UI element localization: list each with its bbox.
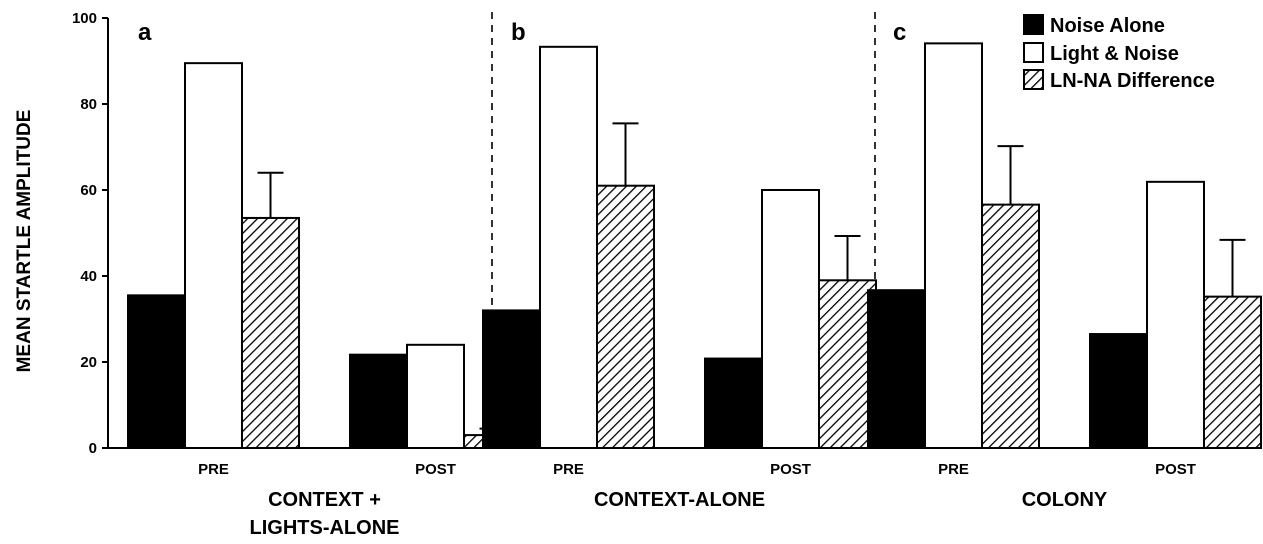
y-axis-label: MEAN STARTLE AMPLITUDE [14, 110, 35, 373]
y-tick-label: 0 [89, 440, 97, 457]
bar-noise-alone [1089, 333, 1148, 449]
bar-ln-na-difference [241, 216, 300, 449]
panel-letter: a [138, 19, 152, 46]
bar-noise-alone [482, 309, 541, 449]
legend-label: LN-NA Difference [1050, 70, 1215, 92]
y-tick-label: 60 [80, 182, 97, 199]
bar-light-noise [539, 45, 598, 450]
legend-swatch [1023, 14, 1044, 35]
category-label: PRE [938, 461, 969, 478]
bar-noise-alone [704, 357, 763, 449]
bar-light-noise [406, 343, 465, 449]
bar-ln-na-difference [596, 184, 655, 449]
group-label: CONTEXT + [268, 489, 381, 511]
category-label: POST [415, 461, 456, 478]
category-label: PRE [553, 461, 584, 478]
bar-light-noise [184, 62, 243, 450]
bar-light-noise [761, 189, 820, 449]
bar-ln-na-difference [981, 203, 1040, 449]
plot-area: 0 20 40 60 80 100 MEAN STARTLE AMPLITUDE a PRE PO… [14, 10, 1262, 539]
bar-ln-na-difference [818, 279, 877, 449]
bar-noise-alone [127, 294, 186, 449]
y-tick-label: 100 [72, 10, 97, 27]
bar-light-noise [924, 42, 983, 450]
panel-letter: b [511, 19, 526, 46]
legend-swatch [1023, 42, 1044, 63]
bar-ln-na-difference [1203, 295, 1262, 450]
group-label: CONTEXT-ALONE [594, 489, 765, 511]
legend-label: Light & Noise [1050, 43, 1179, 65]
bar-noise-alone [349, 353, 408, 449]
group-label: LIGHTS-ALONE [250, 517, 400, 539]
category-label: POST [1155, 461, 1196, 478]
bar-light-noise [1146, 180, 1205, 450]
category-label: PRE [198, 461, 229, 478]
legend-swatch [1023, 69, 1044, 90]
legend-label: Noise Alone [1050, 15, 1165, 37]
bar-noise-alone [867, 289, 926, 449]
y-tick-label: 40 [80, 268, 97, 285]
y-tick-label: 80 [80, 96, 97, 113]
group-label: COLONY [1022, 489, 1108, 511]
panel-letter: c [893, 19, 906, 46]
category-label: POST [770, 461, 811, 478]
y-tick-label: 20 [80, 354, 97, 371]
